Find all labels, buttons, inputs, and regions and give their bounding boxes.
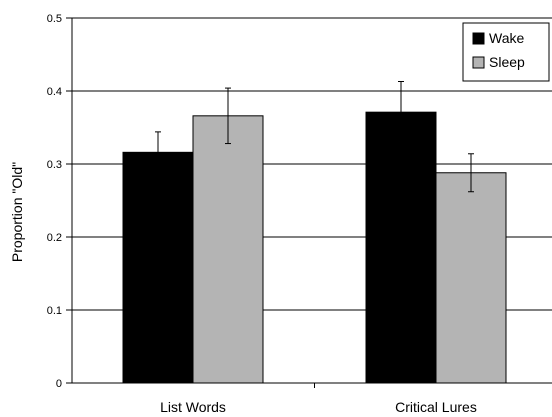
x-tick-label: List Words <box>160 399 226 415</box>
x-tick-label: Critical Lures <box>395 399 477 415</box>
bar-wake-0 <box>122 151 194 384</box>
y-tick-label: 0.3 <box>47 159 62 171</box>
legend-swatch-wake <box>472 32 485 45</box>
bar-wake-1 <box>365 111 437 384</box>
legend-label-wake: Wake <box>489 30 524 46</box>
y-tick-label: 0.5 <box>47 13 62 25</box>
legend-label-sleep: Sleep <box>489 54 525 70</box>
y-tick-label: 0.4 <box>47 86 62 98</box>
y-tick-label: 0.2 <box>47 232 62 244</box>
legend-swatch-sleep <box>472 56 485 69</box>
bar-sleep-1 <box>435 172 507 384</box>
y-tick-label: 0 <box>56 378 62 390</box>
bar-sleep-0 <box>192 115 264 384</box>
y-axis-label: Proportion "Old" <box>9 162 25 262</box>
y-tick-label: 0.1 <box>47 305 62 317</box>
